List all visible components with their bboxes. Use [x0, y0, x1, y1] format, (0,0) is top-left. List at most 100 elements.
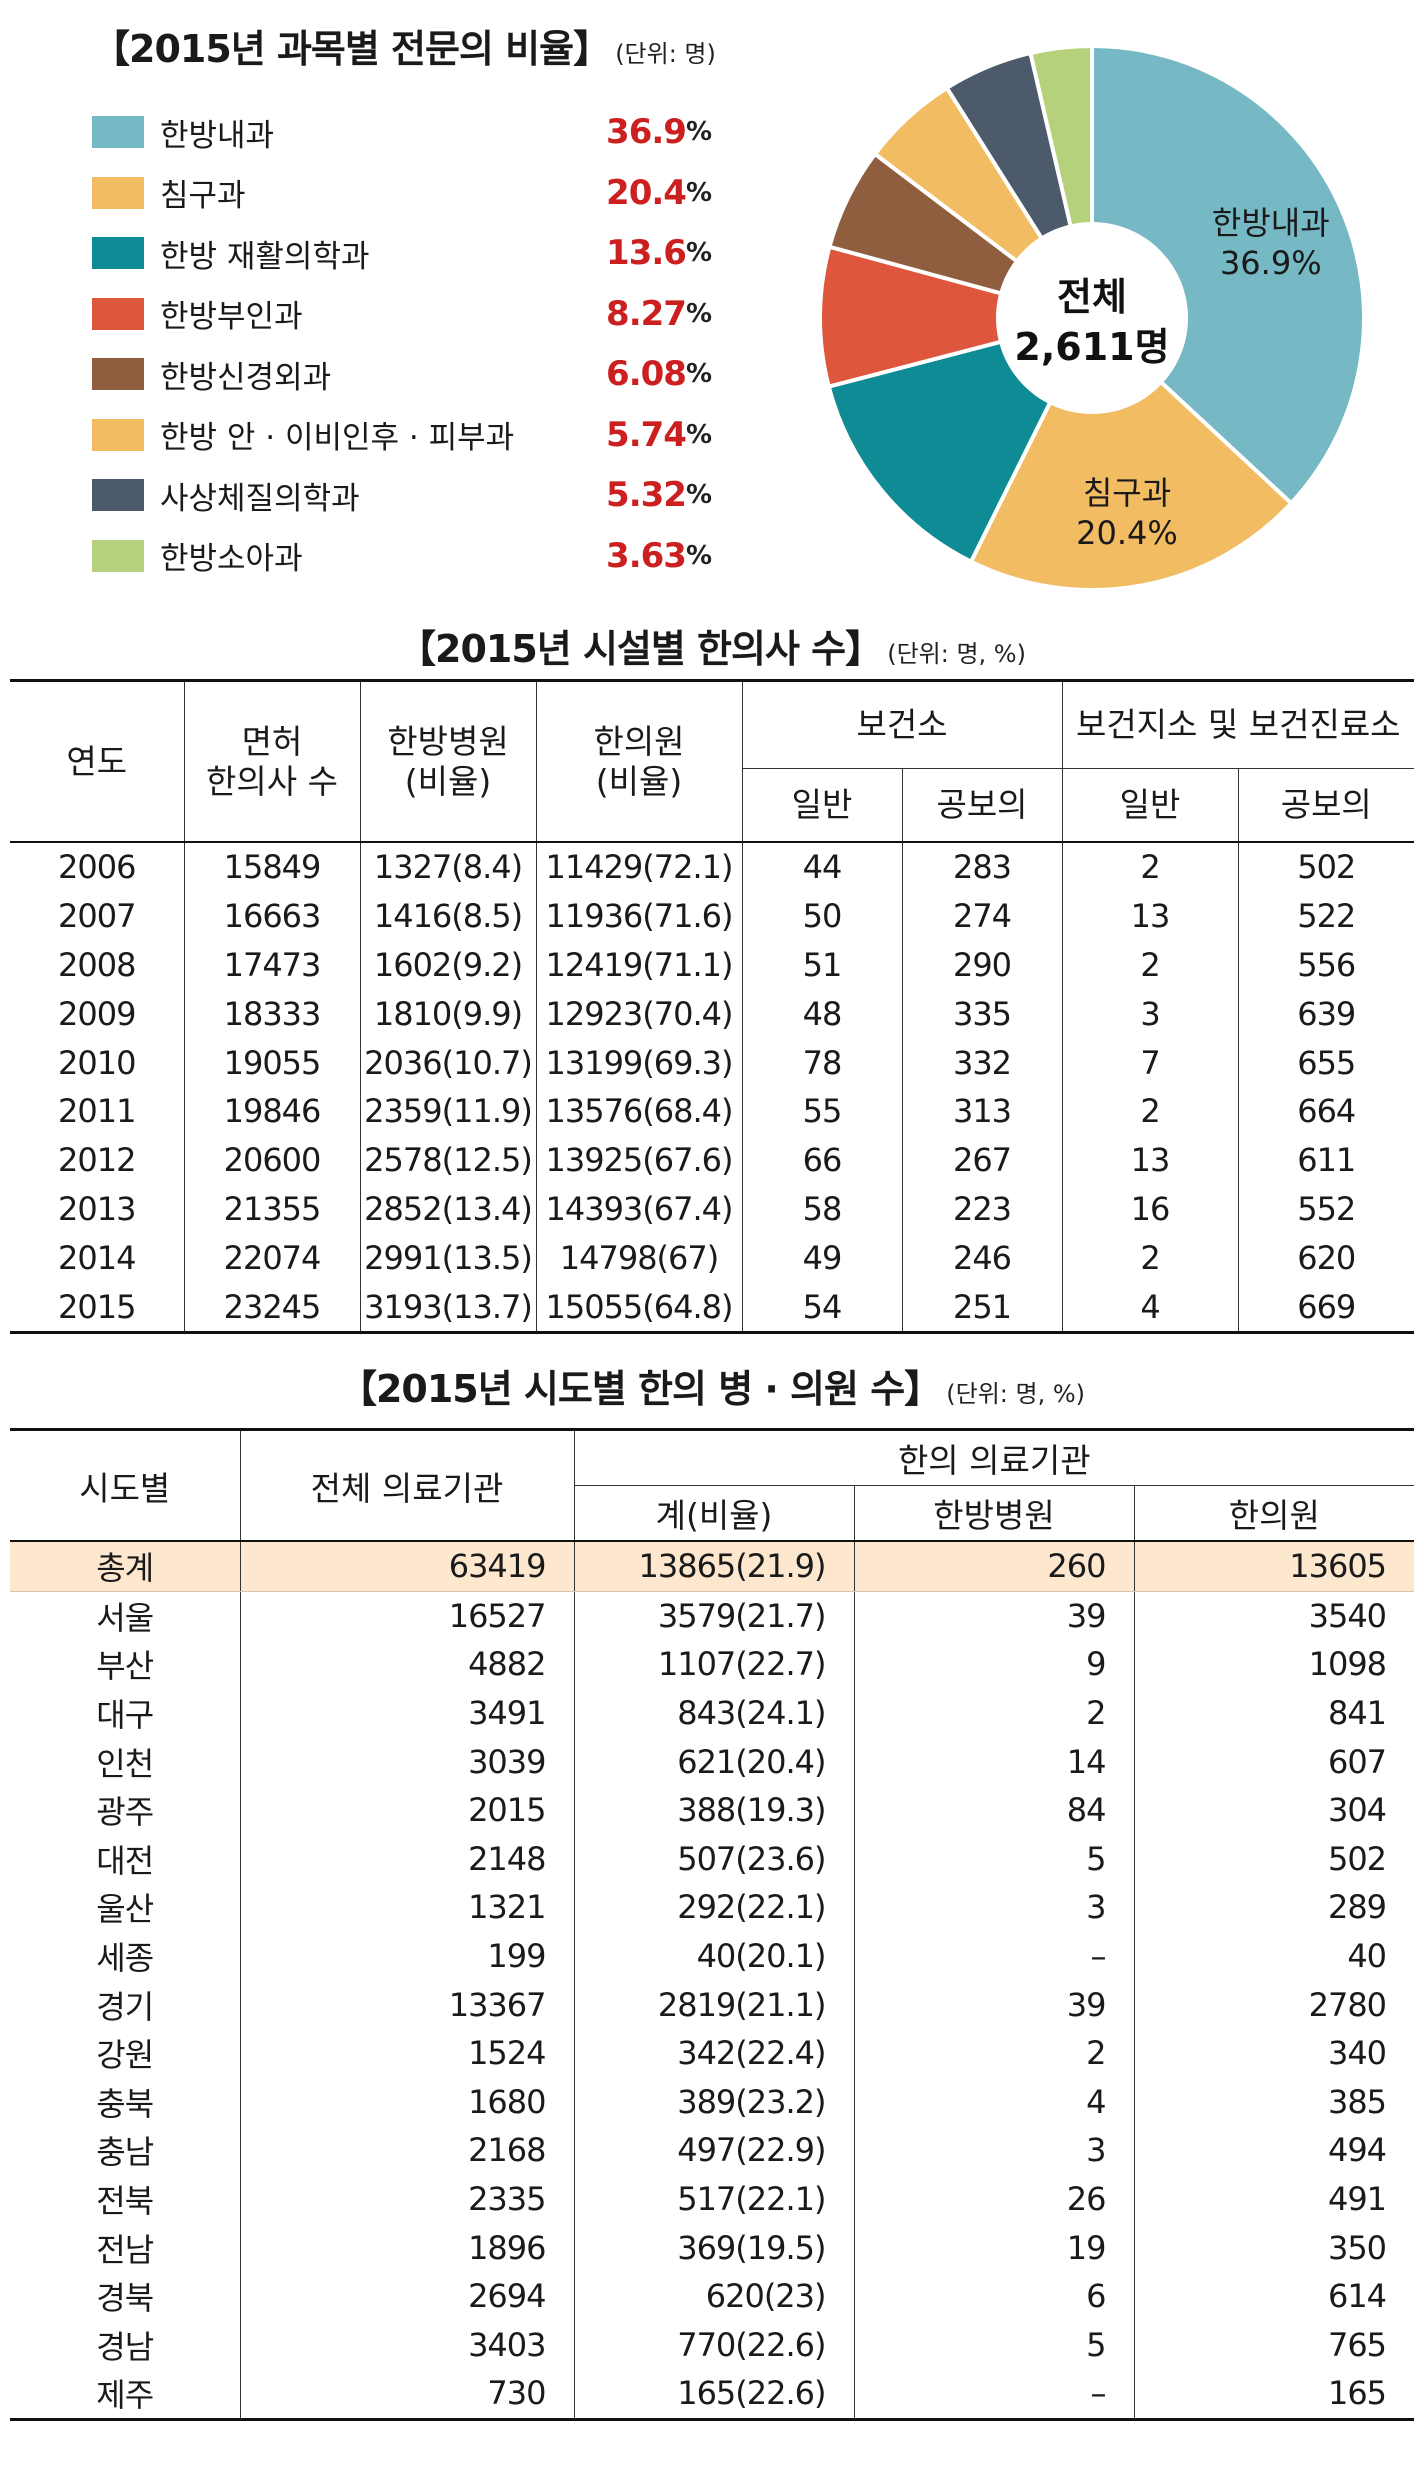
- header-clinic: 한의원 (비율): [536, 680, 743, 843]
- table-cell: 18333: [184, 989, 361, 1039]
- table-cell: 2: [1062, 1233, 1239, 1283]
- region-section-title: 【2015년 시도별 한의 병 · 의원 수】 (단위: 명, %): [0, 1358, 1424, 1413]
- table-cell: 274: [902, 891, 1063, 941]
- pie-slice-value: 36.9%: [1220, 244, 1322, 282]
- legend-item: 한방신경외과 6.08%: [92, 344, 712, 405]
- table-cell: 21355: [184, 1184, 361, 1234]
- table-cell: 2036(10.7): [360, 1038, 537, 1087]
- table-cell: 15849: [184, 841, 361, 892]
- table-cell: 58: [742, 1184, 903, 1234]
- table-cell: 전북: [10, 2174, 241, 2224]
- table-cell: 388(19.3): [574, 1785, 855, 1835]
- table-cell: –: [854, 1931, 1135, 1981]
- table-cell: 2010: [10, 1038, 185, 1087]
- table-cell: 2335: [240, 2174, 575, 2224]
- table-cell: 2: [854, 1688, 1135, 1738]
- table-cell: 경기: [10, 1980, 241, 2029]
- table-cell: 199: [240, 1931, 575, 1981]
- legend-value: 5.74: [606, 414, 687, 455]
- table-cell: 20600: [184, 1135, 361, 1185]
- table-cell: 639: [1297, 994, 1356, 1033]
- table-cell: 1107(22.7): [574, 1640, 855, 1689]
- legend-value: 3.63: [606, 535, 687, 576]
- table-row: 광주 2015 388(19.3) 84 304: [10, 1785, 1414, 1835]
- legend-swatch: [92, 479, 144, 512]
- table-cell: 730: [240, 2369, 575, 2420]
- table-row: 2010 19055 2036(10.7) 13199(69.3) 78 332 7 655: [10, 1038, 1414, 1087]
- table-cell: 26: [854, 2174, 1135, 2224]
- legend-swatch: [92, 539, 144, 572]
- table-cell: 2012: [10, 1135, 185, 1185]
- table-cell: 2: [854, 2028, 1135, 2078]
- table-cell: 669: [1297, 1287, 1356, 1326]
- table-cell: 607: [1327, 1742, 1387, 1781]
- table-cell: 165(22.6): [574, 2369, 855, 2420]
- table-row: 2007 16663 1416(8.5) 11936(71.6) 50 274 13 522: [10, 891, 1414, 941]
- legend-item: 사상체질의학과 5.32%: [92, 465, 712, 526]
- table-cell: 620(23): [574, 2271, 855, 2321]
- header-km-institutions: 한의 의료기관: [574, 1429, 1415, 1486]
- table-cell: 55: [742, 1086, 903, 1136]
- table-cell: 2008: [10, 940, 185, 990]
- table-cell: 54: [742, 1282, 903, 1333]
- table-cell: 40: [1347, 1937, 1387, 1976]
- table-cell: 경북: [10, 2271, 241, 2321]
- table-cell: 2578(12.5): [360, 1135, 537, 1185]
- legend-label: 침구과: [160, 178, 246, 215]
- table-cell: 78: [742, 1038, 903, 1087]
- table-cell: 765: [1327, 2325, 1387, 2364]
- header-bc-general: 일반: [1062, 768, 1239, 843]
- table-cell: 3403: [240, 2320, 575, 2370]
- table-row: 충남 2168 497(22.9) 3 494: [10, 2126, 1414, 2175]
- table-cell: 2: [1062, 940, 1239, 990]
- table-row: 2008 17473 1602(9.2) 12419(71.1) 51 290 2 556: [10, 940, 1414, 990]
- pie-title: 【2015년 과목별 전문의 비율】: [92, 27, 611, 71]
- table-cell: 289: [1327, 1888, 1387, 1927]
- table-cell: 3491: [240, 1688, 575, 1738]
- legend-label: 한방 재활의학과: [160, 238, 370, 275]
- table-cell: 11936(71.6): [536, 891, 743, 941]
- table-cell: 13: [1062, 1135, 1239, 1185]
- table-cell: 292(22.1): [574, 1883, 855, 1932]
- table-cell: 19846: [184, 1086, 361, 1136]
- table-cell: 9: [854, 1640, 1135, 1689]
- table-cell: 서울: [10, 1591, 241, 1641]
- table-cell: 50: [742, 891, 903, 941]
- table-row: 충북 1680 389(23.2) 4 385: [10, 2077, 1414, 2127]
- table-cell: 5: [854, 1834, 1135, 1884]
- table-row: 2013 21355 2852(13.4) 14393(67.4) 58 223 16 552: [10, 1184, 1414, 1234]
- pie-unit: (단위: 명): [615, 40, 716, 68]
- table-cell: 1524: [240, 2028, 575, 2078]
- table-row: 경남 3403 770(22.6) 5 765: [10, 2320, 1414, 2370]
- table-cell: 49: [742, 1233, 903, 1283]
- table-cell: 385: [1327, 2082, 1387, 2121]
- table-cell: 342(22.4): [574, 2028, 855, 2078]
- table-row: 서울 16527 3579(21.7) 39 3540: [10, 1591, 1414, 1641]
- table-cell: 2015: [10, 1282, 185, 1333]
- table-cell: 267: [902, 1135, 1063, 1185]
- table-row: 전북 2335 517(22.1) 26 491: [10, 2174, 1414, 2224]
- table-cell: 3: [854, 1883, 1135, 1932]
- table-cell: 556: [1297, 945, 1356, 984]
- header-hospital-line2: (비율): [404, 761, 492, 801]
- table-cell: 335: [902, 989, 1063, 1039]
- total-row: 총계 63419 13865(21.9) 260 13605: [10, 1539, 1415, 1592]
- table-cell: 세종: [10, 1931, 241, 1981]
- table-cell: 13605: [1134, 1539, 1415, 1592]
- legend-item: 한방부인과 8.27%: [92, 284, 712, 345]
- table-cell: 16: [1062, 1184, 1239, 1234]
- table-cell: 2013: [10, 1184, 185, 1234]
- table-cell: 2006: [10, 841, 185, 892]
- table-cell: 충남: [10, 2126, 241, 2175]
- facility-table-body: 2006 15849 1327(8.4) 11429(72.1) 44 283 2 502 20…: [10, 841, 1414, 1333]
- table-cell: 260: [854, 1539, 1135, 1592]
- region-title: 【2015년 시도별 한의 병 · 의원 수】: [338, 1367, 942, 1411]
- legend-percent-symbol: %: [685, 238, 712, 269]
- table-cell: 12419(71.1): [536, 940, 743, 990]
- legend-swatch: [92, 418, 144, 451]
- header-hospital: 한방병원 (비율): [360, 680, 537, 843]
- table-cell: 13925(67.6): [536, 1135, 743, 1185]
- legend-label: 한방신경외과: [160, 359, 332, 396]
- table-cell: 1680: [240, 2077, 575, 2127]
- table-cell: 620: [1297, 1238, 1356, 1277]
